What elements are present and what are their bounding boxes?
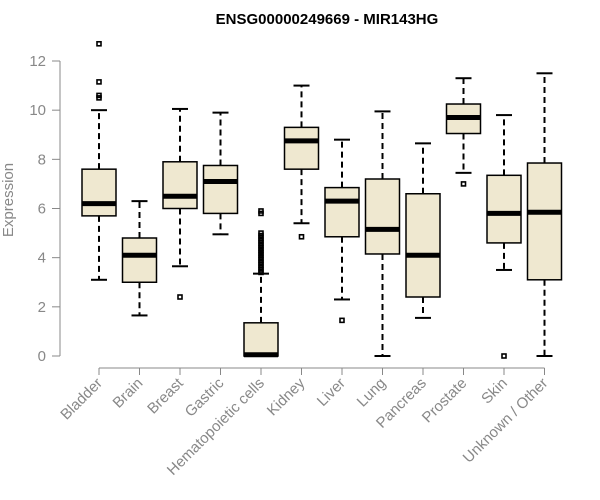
outlier-point [460, 181, 467, 187]
box-liver [324, 138, 360, 324]
iqr-box [526, 162, 563, 281]
outlier-point [96, 40, 102, 47]
y-tick-label: 12 [29, 53, 46, 70]
iqr-box [202, 164, 239, 215]
iqr-box [283, 126, 320, 170]
iqr-box [486, 174, 522, 244]
box-gastric [202, 111, 239, 236]
iqr-box [243, 322, 279, 357]
box-pancreas [405, 142, 441, 319]
x-tick-label: Prostate [419, 375, 471, 427]
y-tick-label: 6 [38, 201, 46, 218]
box-hematopoietic-cells [243, 208, 279, 358]
box-prostate [445, 77, 482, 187]
outlier-point [177, 294, 183, 300]
outlier-point [96, 79, 102, 85]
y-tick-label: 0 [38, 348, 46, 365]
boxes-group [81, 40, 563, 359]
outlier-point [258, 208, 264, 214]
iqr-box [405, 193, 441, 298]
box-unknown-other [526, 72, 563, 357]
y-tick-label: 10 [29, 102, 46, 119]
x-tick-label: Bladder [57, 375, 106, 424]
y-tick-label: 4 [38, 250, 46, 267]
y-axis: 0 2 4 6 8 10 12 [29, 53, 61, 365]
x-tick-label: Liver [314, 375, 349, 410]
iqr-box [364, 178, 401, 255]
y-axis-label: Expression [0, 163, 17, 237]
y-tick-label: 2 [38, 299, 46, 316]
x-tick-label: Breast [144, 374, 187, 417]
y-tick-label: 8 [38, 151, 46, 168]
box-lung [364, 110, 401, 357]
box-bladder [81, 40, 117, 281]
iqr-box [81, 168, 117, 217]
box-kidney [283, 84, 320, 240]
iqr-box [324, 186, 360, 238]
outlier-point [339, 317, 345, 324]
box-breast [162, 107, 198, 300]
chart-title: ENSG00000249669 - MIR143HG [216, 11, 439, 28]
outlier-point [501, 353, 507, 359]
x-tick-label: Brain [110, 375, 147, 412]
iqr-box [121, 237, 158, 283]
outlier-point [298, 233, 305, 240]
x-tick-label: Kidney [264, 374, 309, 419]
x-tick-label: Skin [478, 375, 511, 408]
outlier-point [96, 92, 102, 99]
box-skin [486, 114, 522, 359]
box-brain [121, 200, 158, 317]
x-tick-label: Lung [354, 375, 390, 411]
outlier-point [258, 230, 264, 236]
iqr-box [162, 161, 198, 210]
